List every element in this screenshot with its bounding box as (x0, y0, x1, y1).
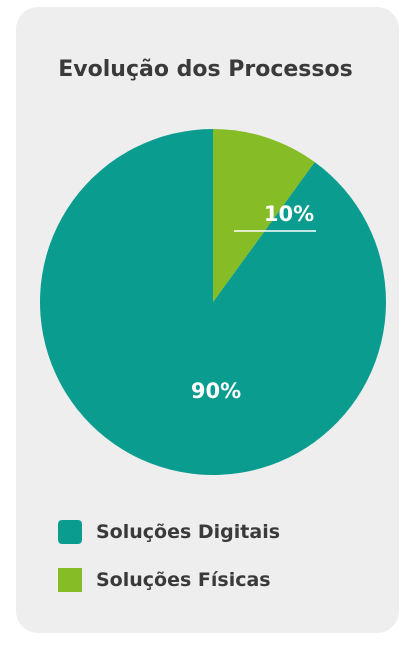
slice-label-solucoes-fisicas: 10% (264, 202, 314, 226)
pie-slice-solucoes-digitais (40, 129, 387, 475)
legend: Soluções Digitais Soluções Físicas (58, 518, 280, 614)
slice-label-solucoes-digitais: 90% (191, 379, 241, 403)
legend-label-solucoes-digitais: Soluções Digitais (96, 521, 281, 543)
legend-item-solucoes-fisicas: Soluções Físicas (58, 566, 280, 594)
pie-slice-solucoes-fisicas (213, 129, 315, 302)
legend-swatch-solucoes-fisicas (58, 568, 82, 592)
legend-swatch-solucoes-digitais (58, 520, 82, 544)
chart-title: Evolução dos Processos (58, 57, 353, 82)
legend-item-solucoes-digitais: Soluções Digitais (58, 518, 280, 546)
legend-label-solucoes-fisicas: Soluções Físicas (96, 569, 271, 591)
